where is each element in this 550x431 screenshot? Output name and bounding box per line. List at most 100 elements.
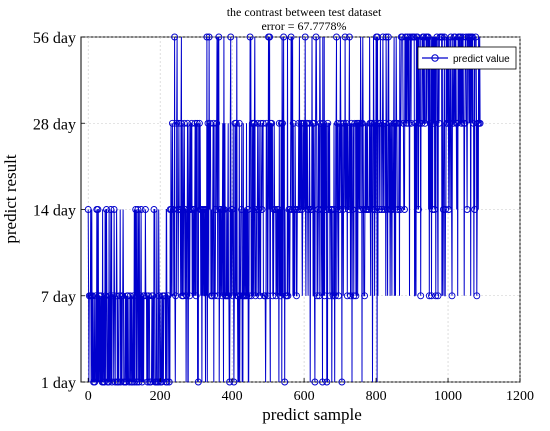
chart-title: the contrast between test dataset xyxy=(227,5,382,19)
data-point xyxy=(398,33,406,41)
data-point xyxy=(228,206,236,213)
data-point xyxy=(444,119,452,127)
data-point xyxy=(349,206,357,213)
data-point xyxy=(415,206,422,213)
data-point xyxy=(330,206,338,213)
data-point xyxy=(396,206,404,213)
data-point xyxy=(310,119,318,127)
data-point xyxy=(462,33,470,41)
data-point xyxy=(447,33,455,41)
data-point xyxy=(377,119,385,127)
data-point xyxy=(250,119,258,127)
series-line-predict-value xyxy=(87,36,481,383)
data-point xyxy=(92,292,100,300)
data-point xyxy=(185,206,193,213)
data-point xyxy=(314,206,322,213)
data-point xyxy=(286,206,294,213)
data-point xyxy=(89,292,96,300)
x-axis-ticks: 0 200 400 600 800 1000 1200 xyxy=(85,378,534,404)
data-point xyxy=(361,292,369,300)
data-point xyxy=(105,378,113,386)
data-point xyxy=(281,378,289,386)
data-point xyxy=(143,292,150,300)
data-point xyxy=(171,33,179,41)
data-point xyxy=(379,33,387,41)
data-point xyxy=(170,206,177,213)
data-point xyxy=(109,292,117,300)
data-point xyxy=(394,206,402,213)
data-point xyxy=(180,119,188,127)
x-tick-label: 200 xyxy=(150,389,171,404)
data-point xyxy=(173,119,181,127)
data-point xyxy=(254,119,262,127)
data-point xyxy=(211,292,218,300)
data-point xyxy=(426,119,434,127)
data-point xyxy=(459,33,467,41)
data-point xyxy=(154,378,162,386)
data-point xyxy=(413,33,421,41)
data-point xyxy=(421,119,429,127)
data-point xyxy=(312,33,320,41)
x-tick-label: 0 xyxy=(85,389,92,404)
data-point xyxy=(448,292,456,300)
data-point xyxy=(316,119,324,127)
data-point xyxy=(103,206,110,213)
data-point xyxy=(255,206,263,213)
data-point xyxy=(230,378,238,386)
data-point xyxy=(446,119,454,127)
chart-subtitle: error = 67.7778% xyxy=(261,19,346,33)
data-point xyxy=(91,378,99,386)
data-point xyxy=(257,119,265,127)
data-point xyxy=(336,206,344,213)
data-point xyxy=(179,292,187,300)
data-point xyxy=(449,119,457,127)
data-point xyxy=(140,292,148,300)
data-point xyxy=(323,378,331,386)
data-point xyxy=(420,33,428,41)
data-point xyxy=(324,119,332,127)
data-point xyxy=(369,206,377,213)
x-tick-label: 1200 xyxy=(506,389,534,404)
data-point xyxy=(279,119,286,127)
x-tick-label: 600 xyxy=(294,389,315,404)
data-point xyxy=(287,33,295,41)
data-point xyxy=(138,378,146,386)
data-point xyxy=(435,119,443,127)
data-point xyxy=(116,292,123,300)
data-point xyxy=(424,33,432,41)
data-point xyxy=(368,119,376,127)
data-point xyxy=(84,206,92,213)
data-point xyxy=(256,292,264,300)
data-point xyxy=(141,206,149,213)
data-point xyxy=(384,33,392,41)
data-point xyxy=(190,206,198,213)
legend-box xyxy=(417,46,517,70)
data-point xyxy=(244,206,252,213)
data-point xyxy=(428,292,435,300)
data-point xyxy=(321,292,329,300)
data-point xyxy=(206,119,214,127)
data-point xyxy=(351,119,359,127)
data-point xyxy=(266,33,274,41)
data-point xyxy=(126,292,134,300)
data-point xyxy=(333,33,340,41)
x-tick-label: 800 xyxy=(366,389,387,404)
data-point xyxy=(431,206,439,213)
data-point xyxy=(100,378,108,386)
data-point xyxy=(130,292,137,300)
data-point xyxy=(238,206,245,213)
data-point xyxy=(417,292,425,300)
data-point xyxy=(303,119,311,127)
data-point xyxy=(293,292,300,300)
data-point xyxy=(247,292,255,300)
data-point xyxy=(345,33,353,41)
data-point xyxy=(272,292,280,300)
data-point xyxy=(122,378,130,386)
data-point xyxy=(378,206,386,213)
data-point xyxy=(174,206,182,213)
data-point xyxy=(193,119,201,127)
data-point xyxy=(102,292,109,300)
data-point xyxy=(184,119,191,127)
data-point xyxy=(399,119,407,127)
